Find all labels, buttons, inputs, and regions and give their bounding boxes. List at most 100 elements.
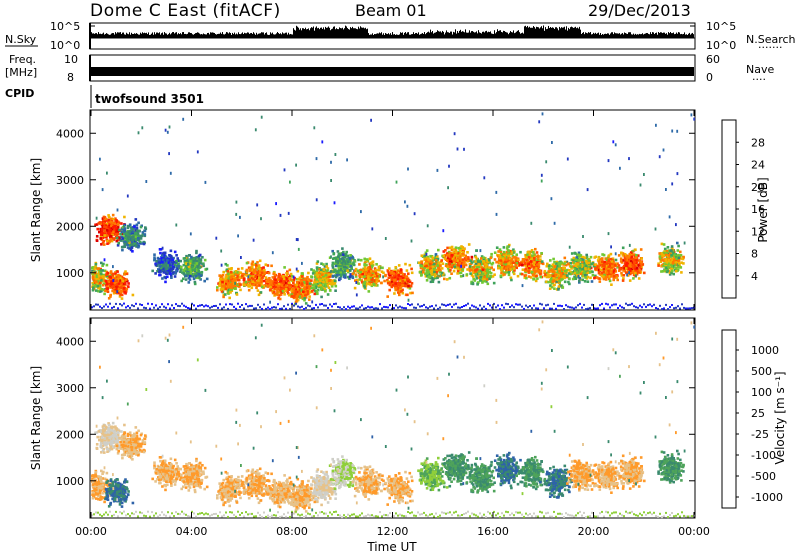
power-echo-cell [135, 244, 138, 247]
nsky-bar [550, 27, 551, 38]
nsky-bar [692, 33, 693, 38]
nsky-bar [338, 29, 339, 38]
nsky-bar [253, 32, 254, 38]
power-echo-cell [373, 284, 376, 287]
power-echo-cell [426, 269, 429, 272]
nsky-bar [165, 33, 166, 38]
power-echo-cell [515, 267, 518, 270]
power-echo-cell [230, 277, 233, 280]
nsky-bar [102, 34, 103, 38]
nsky-bar [112, 33, 113, 38]
power-echo-cell [363, 282, 366, 285]
power-echo-cell [124, 270, 127, 273]
power-echo-cell [169, 273, 172, 276]
power-echo-cell [313, 281, 316, 284]
nsky-bar [688, 34, 689, 38]
power-echo-cell [103, 234, 106, 237]
nsky-bar [133, 34, 134, 38]
power-echo-cell [401, 284, 404, 287]
power-echo-cell [460, 245, 463, 248]
nsky-bar [96, 33, 97, 38]
power-echo-cell [115, 279, 118, 282]
power-echo-cell [258, 265, 261, 268]
nsky-bar [615, 33, 616, 38]
nsky-bar [475, 32, 476, 38]
power-echo-cell [326, 265, 329, 268]
nsky-bar [389, 34, 390, 38]
power-echo-cell [433, 263, 436, 266]
power-echo-cell [159, 252, 162, 255]
nsky-bar [283, 33, 284, 38]
power-echo-cell [546, 263, 549, 266]
nsky-bar [401, 33, 402, 38]
nsky-bar [633, 34, 634, 38]
power-echo-cell [314, 276, 317, 279]
nsky-bar [563, 27, 564, 38]
nsky-bar [517, 31, 518, 38]
power-echo-cell [472, 282, 475, 285]
power-echo-cell [562, 266, 565, 269]
nsky-bar [264, 34, 265, 38]
nsky-bar [328, 26, 329, 38]
power-echo-cell [439, 264, 442, 267]
power-echo-cell [531, 254, 534, 257]
nsky-bar [469, 30, 470, 38]
nsky-label: N.Sky [5, 33, 37, 46]
power-echo-cell [390, 272, 393, 275]
power-echo-cell [290, 278, 293, 281]
nsky-bar [474, 32, 475, 38]
power-echo-cell [478, 266, 481, 269]
nsky-bar [220, 33, 221, 38]
nsky-bar [311, 27, 312, 38]
nsky-bar [205, 34, 206, 38]
power-echo-cell [312, 284, 315, 287]
nsky-bar [629, 32, 630, 38]
power-echo-cell [283, 277, 286, 280]
nsky-bar [553, 28, 554, 38]
nsky-bar [567, 31, 568, 38]
power-echo-cell [175, 254, 178, 257]
power-echo-cell [239, 289, 242, 292]
nsky-bar [322, 29, 323, 38]
nsky-bar [390, 33, 391, 38]
power-echo-cell [137, 222, 140, 225]
nsky-bar [385, 33, 386, 38]
power-echo-cell [549, 259, 552, 262]
nsky-bar [104, 35, 105, 38]
power-echo-cell [397, 282, 400, 285]
nsky-bar [113, 33, 114, 38]
power-echo-cell [285, 272, 288, 275]
nsky-bar [544, 31, 545, 38]
nsky-bar [486, 31, 487, 38]
nsky-bar [684, 32, 685, 38]
power-echo-cell [177, 262, 180, 265]
power-echo-cell [153, 259, 156, 262]
nsky-bar [448, 32, 449, 38]
nsky-bar [549, 28, 550, 38]
power-echo-cell [189, 268, 192, 271]
power-echo-cell [254, 276, 257, 279]
power-echo-cell [135, 239, 138, 242]
power-echo-cell [251, 263, 254, 266]
nsky-bar [557, 28, 558, 38]
nsky-bar [278, 33, 279, 38]
power-echo-cell [352, 273, 355, 276]
power-echo-cell [97, 267, 100, 270]
nsky-bar [170, 34, 171, 38]
power-echo-cell [406, 269, 409, 272]
nsky-bar [301, 30, 302, 38]
power-echo-cell [490, 266, 493, 269]
nsky-bar [575, 27, 576, 38]
power-echo-cell [428, 275, 431, 278]
power-echo-cell [239, 275, 242, 278]
power-echo-cell [199, 258, 202, 261]
power-echo-cell [127, 231, 130, 234]
power-echo-cell [442, 262, 445, 265]
power-echo-cell [533, 266, 536, 269]
power-echo-cell [302, 290, 305, 293]
nsky-bar [656, 33, 657, 38]
nsky-bar [388, 33, 389, 38]
power-echo-cell [394, 266, 397, 269]
power-echo-cell [180, 266, 183, 269]
power-echo-cell [360, 259, 363, 262]
